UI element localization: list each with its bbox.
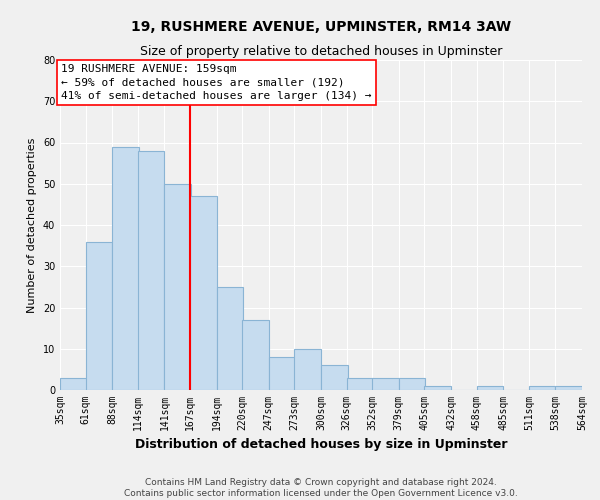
Bar: [556, 386, 582, 390]
Text: 19 RUSHMERE AVENUE: 159sqm
← 59% of detached houses are smaller (192)
41% of sem: 19 RUSHMERE AVENUE: 159sqm ← 59% of deta…: [61, 64, 371, 100]
Bar: [424, 386, 451, 390]
Bar: [529, 386, 556, 390]
Bar: [190, 196, 217, 390]
Bar: [269, 357, 295, 390]
Bar: [321, 365, 347, 390]
Bar: [86, 242, 112, 390]
Bar: [217, 287, 243, 390]
Text: Size of property relative to detached houses in Upminster: Size of property relative to detached ho…: [140, 45, 502, 58]
X-axis label: Distribution of detached houses by size in Upminster: Distribution of detached houses by size …: [135, 438, 507, 452]
Bar: [476, 386, 503, 390]
Bar: [112, 146, 139, 390]
Y-axis label: Number of detached properties: Number of detached properties: [27, 138, 37, 312]
Text: Contains HM Land Registry data © Crown copyright and database right 2024.
Contai: Contains HM Land Registry data © Crown c…: [124, 478, 518, 498]
Bar: [372, 378, 399, 390]
Bar: [138, 151, 164, 390]
Bar: [242, 320, 269, 390]
Bar: [347, 378, 373, 390]
Bar: [60, 378, 86, 390]
Text: 19, RUSHMERE AVENUE, UPMINSTER, RM14 3AW: 19, RUSHMERE AVENUE, UPMINSTER, RM14 3AW: [131, 20, 511, 34]
Bar: [164, 184, 191, 390]
Bar: [295, 349, 321, 390]
Bar: [399, 378, 425, 390]
